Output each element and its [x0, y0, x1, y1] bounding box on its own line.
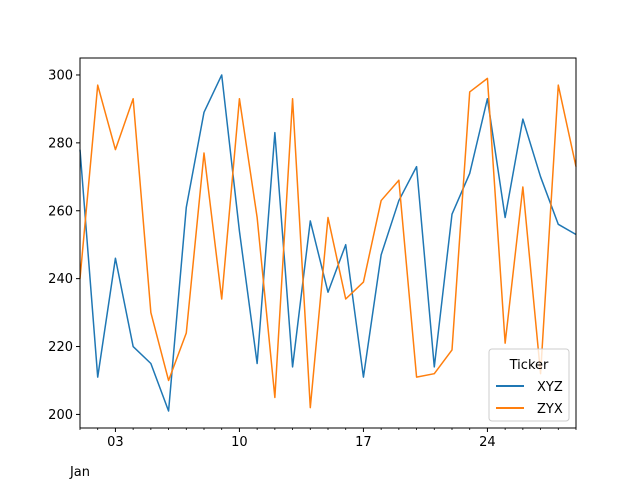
y-tick-label: 200 — [48, 408, 73, 423]
plot-frame — [79, 57, 577, 429]
x-sublabel-month: Jan — [69, 465, 90, 480]
legend: Ticker XYZ ZYX — [488, 348, 570, 422]
series-line-zyx — [79, 77, 577, 409]
y-axis: 200 220 240 260 280 300 — [48, 68, 80, 423]
legend-label-zyx: ZYX — [537, 402, 563, 417]
series-line-xyz — [79, 74, 577, 412]
x-tick-label: 03 — [107, 435, 124, 450]
y-tick-label: 260 — [48, 204, 73, 219]
x-tick-label: 17 — [355, 435, 372, 450]
y-tick-label: 280 — [48, 136, 73, 151]
x-axis: 03 10 17 24 Jan — [69, 428, 577, 480]
legend-title: Ticker — [509, 358, 549, 373]
x-tick-label: 24 — [479, 435, 496, 450]
x-tick-label: 10 — [231, 435, 248, 450]
y-tick-label: 220 — [48, 340, 73, 355]
legend-label-xyz: XYZ — [537, 380, 563, 395]
y-tick-label: 300 — [48, 68, 73, 83]
legend-box — [488, 348, 570, 422]
y-tick-label: 240 — [48, 272, 73, 287]
series-layer — [79, 74, 577, 412]
